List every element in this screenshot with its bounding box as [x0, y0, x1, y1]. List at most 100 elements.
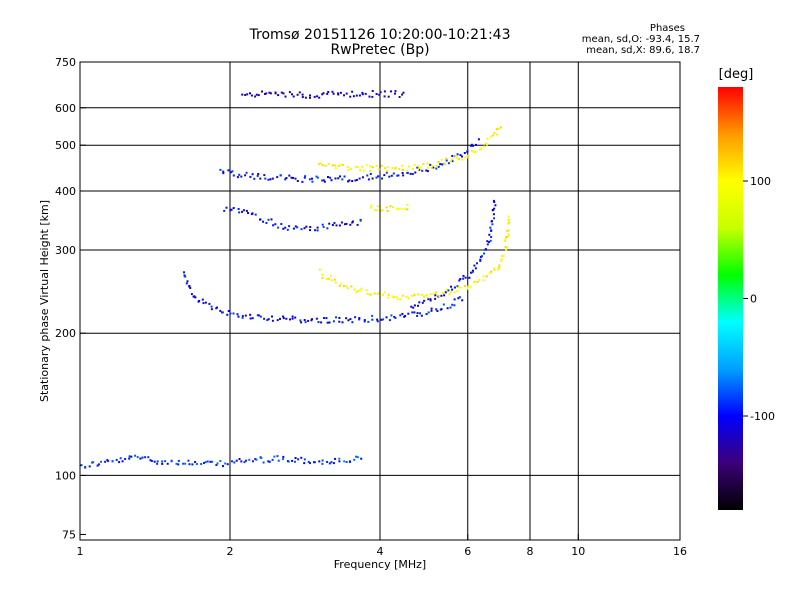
data-point: [392, 206, 394, 209]
data-point: [349, 460, 351, 463]
data-point: [471, 271, 474, 274]
data-point: [508, 221, 511, 224]
data-point: [369, 165, 372, 168]
data-point: [183, 275, 186, 278]
data-point: [397, 207, 400, 210]
data-point: [359, 219, 362, 222]
data-point: [268, 91, 271, 94]
data-point: [421, 301, 424, 304]
data-point: [203, 462, 205, 464]
data-point: [453, 291, 456, 294]
data-point: [426, 170, 429, 173]
data-point: [320, 162, 323, 165]
data-point: [334, 281, 337, 284]
data-point: [263, 174, 266, 177]
data-point: [227, 310, 230, 312]
data-point: [284, 178, 287, 181]
x-tick-label: 6: [464, 545, 471, 558]
data-point: [349, 318, 352, 321]
data-point: [406, 203, 409, 206]
data-point: [495, 128, 498, 131]
data-point: [329, 176, 332, 179]
data-point: [486, 243, 489, 246]
data-point: [396, 208, 399, 211]
data-point: [345, 317, 348, 320]
data-point: [429, 293, 432, 296]
data-point: [436, 310, 439, 312]
data-point: [347, 319, 350, 322]
data-point: [316, 176, 319, 179]
data-point: [330, 179, 333, 182]
data-point: [282, 315, 285, 318]
data-point: [267, 318, 270, 321]
data-point: [488, 272, 491, 275]
data-point: [92, 461, 95, 464]
data-point: [492, 213, 495, 216]
data-point: [436, 164, 438, 167]
data-point: [219, 309, 222, 312]
data-point: [507, 215, 510, 218]
data-point: [186, 280, 189, 283]
data-point: [426, 162, 429, 165]
data-point: [396, 298, 399, 301]
data-point: [279, 317, 281, 320]
data-point: [241, 316, 244, 319]
data-point: [274, 223, 277, 226]
data-point: [378, 168, 381, 171]
data-point: [248, 458, 251, 461]
data-point: [358, 177, 361, 180]
data-point: [311, 177, 313, 180]
data-point: [401, 312, 404, 315]
x-tick-label: 2: [227, 545, 234, 558]
data-point: [144, 456, 147, 459]
data-point: [337, 177, 340, 180]
y-tick-label: 100: [55, 469, 76, 482]
data-point: [377, 175, 380, 178]
data-point: [284, 226, 287, 229]
data-point: [321, 164, 324, 167]
data-point: [371, 90, 374, 92]
data-point: [450, 290, 452, 293]
data-point: [222, 465, 224, 468]
data-point: [225, 206, 228, 209]
data-point: [450, 285, 452, 288]
data-point: [321, 223, 324, 226]
data-point: [309, 229, 311, 232]
data-point: [262, 220, 264, 223]
data-point: [215, 464, 218, 466]
data-point: [321, 93, 324, 96]
data-point: [277, 94, 280, 97]
data-point: [401, 93, 404, 96]
data-point: [371, 314, 374, 317]
data-point: [128, 455, 131, 458]
data-point: [416, 315, 419, 317]
data-point: [390, 90, 392, 93]
data-point: [385, 206, 388, 209]
data-point: [416, 312, 419, 315]
data-point: [341, 178, 344, 181]
data-point: [357, 290, 359, 292]
data-point: [251, 460, 254, 463]
data-point: [358, 318, 361, 321]
data-point: [401, 294, 404, 297]
data-point: [115, 459, 118, 461]
data-point: [344, 223, 346, 226]
data-point: [479, 148, 482, 151]
data-point: [251, 212, 254, 215]
data-point: [353, 458, 356, 461]
data-point: [383, 174, 386, 177]
data-point: [355, 179, 358, 181]
data-point: [399, 314, 402, 317]
data-point: [406, 169, 409, 172]
data-point: [337, 164, 340, 167]
data-point: [309, 226, 312, 228]
data-point: [175, 462, 178, 465]
data-point: [318, 162, 321, 165]
data-point: [257, 314, 260, 317]
data-point: [394, 167, 397, 169]
data-point: [210, 305, 213, 308]
data-point: [194, 296, 197, 299]
data-point: [303, 319, 306, 321]
data-point: [426, 296, 429, 299]
data-point: [477, 138, 480, 141]
